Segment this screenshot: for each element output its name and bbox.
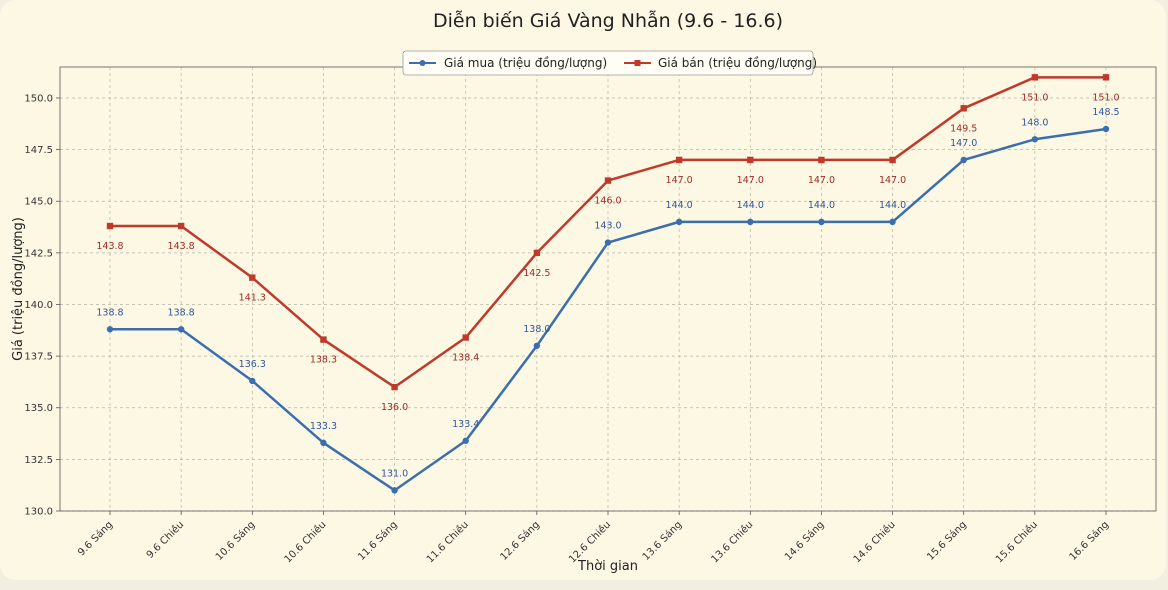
x-tick-label: 15.6 Sáng [925, 519, 969, 563]
grid [60, 67, 1156, 512]
data-point-buy [604, 239, 612, 246]
data-label-buy: 136.3 [239, 359, 266, 370]
y-tick-label: 142.5 [24, 248, 53, 259]
data-label-buy: 148.5 [1092, 107, 1119, 118]
data-point-buy [1031, 136, 1039, 143]
y-tick-label: 135.0 [24, 403, 53, 414]
data-label-sell: 147.0 [808, 175, 835, 186]
y-tick-label: 140.0 [24, 300, 53, 311]
data-point-sell [177, 222, 185, 230]
y-tick-label: 150.0 [24, 93, 53, 104]
data-point-sell [604, 177, 612, 184]
data-label-buy: 133.4 [452, 419, 479, 430]
data-label-buy: 138.8 [168, 307, 195, 318]
data-point-sell [889, 156, 896, 164]
data-point-sell [818, 156, 825, 164]
data-label-sell: 138.3 [310, 355, 337, 366]
legend-label-buy: Giá mua (triệu đồng/lượng) [444, 56, 607, 70]
legend-label-sell: Giá bán (triệu đồng/lượng) [658, 56, 817, 70]
x-tick-label: 14.6 Chiều [851, 519, 898, 566]
series-lines [106, 74, 1110, 494]
data-point-sell [106, 222, 114, 230]
data-point-buy [462, 437, 469, 444]
chart-title: Diễn biến Giá Vàng Nhẫn (9.6 - 16.6) [433, 9, 783, 32]
legend: Giá mua (triệu đồng/lượng) Giá bán (triệ… [402, 50, 817, 76]
x-tick-label: 13.6 Sáng [640, 519, 684, 563]
x-tick-label: 13.6 Chiều [709, 519, 756, 566]
data-label-buy: 131.0 [381, 468, 408, 479]
y-tick-label: 147.5 [24, 145, 53, 156]
data-point-buy [320, 439, 327, 447]
data-label-sell: 147.0 [737, 175, 764, 186]
data-point-buy [818, 218, 825, 226]
data-label-buy: 144.0 [879, 200, 906, 211]
x-tick-label: 11.6 Chiều [424, 519, 471, 566]
data-label-buy: 143.0 [594, 221, 621, 232]
data-label-buy: 144.0 [666, 200, 693, 211]
data-point-sell [462, 334, 469, 341]
data-point-sell [320, 336, 327, 343]
data-point-sell [1102, 74, 1110, 81]
data-point-buy [391, 487, 398, 494]
y-tick-label: 137.5 [24, 352, 53, 363]
data-point-buy [177, 326, 185, 333]
x-tick-label: 9.6 Sáng [75, 519, 115, 559]
x-tick-label: 14.6 Sáng [782, 519, 826, 563]
x-tick-label: 16.6 Sáng [1067, 519, 1111, 563]
data-point-buy [106, 326, 114, 333]
x-tick-label: 9.6 Chiều [144, 519, 186, 561]
data-label-buy: 144.0 [737, 200, 764, 211]
data-label-sell: 151.0 [1092, 92, 1119, 103]
data-point-sell [391, 383, 398, 391]
data-point-sell [1031, 74, 1039, 81]
data-label-sell: 136.0 [381, 402, 408, 413]
data-label-sell: 147.0 [879, 175, 906, 186]
y-tick-label: 130.0 [24, 507, 53, 518]
legend-marker-buy [419, 60, 426, 66]
data-label-sell: 146.0 [594, 196, 621, 207]
data-label-sell: 151.0 [1021, 92, 1048, 103]
data-label-buy: 144.0 [808, 200, 835, 211]
legend-box [402, 50, 814, 76]
x-tick-label: 10.6 Sáng [213, 519, 257, 563]
x-tick-label: 12.6 Sáng [498, 519, 542, 563]
data-point-sell [675, 156, 683, 164]
data-label-buy: 147.0 [950, 138, 977, 149]
data-point-buy [249, 377, 256, 385]
data-point-buy [747, 218, 754, 226]
data-point-buy [889, 218, 896, 226]
data-point-buy [960, 156, 967, 164]
legend-marker-sell [634, 60, 641, 66]
data-point-sell [249, 274, 256, 281]
data-label-sell: 149.5 [950, 123, 977, 134]
data-label-buy: 133.3 [310, 421, 337, 432]
data-point-buy [675, 218, 683, 226]
x-tick-label: 10.6 Chiều [282, 519, 329, 566]
x-axis-label: Thời gian [577, 559, 638, 574]
x-tick-label: 11.6 Sáng [355, 519, 399, 563]
y-tick-label: 132.5 [24, 455, 53, 466]
data-label-buy: 138.0 [523, 324, 550, 335]
y-axis-label: Giá (triệu đồng/lượng) [11, 217, 26, 361]
data-label-sell: 141.3 [239, 293, 266, 304]
data-point-sell [960, 105, 967, 112]
y-axis-ticks: 130.0 132.5 135.0 137.5 140.0 142.5 145.0 147.5… [24, 93, 60, 518]
data-label-buy: 148.0 [1021, 117, 1048, 128]
data-label-sell: 147.0 [666, 175, 693, 186]
y-tick-label: 145.0 [24, 197, 53, 208]
data-point-sell [533, 249, 541, 257]
data-label-buy: 138.8 [96, 307, 123, 318]
data-label-sell: 142.5 [523, 268, 550, 279]
data-point-buy [1102, 125, 1110, 133]
data-point-buy [533, 342, 541, 349]
data-label-sell: 143.8 [168, 241, 195, 252]
x-tick-label: 15.6 Chiều [993, 519, 1040, 566]
data-label-sell: 138.4 [452, 353, 479, 364]
data-label-sell: 143.8 [96, 241, 123, 252]
x-axis-ticks: 9.6 Sáng 9.6 Chiều 10.6 Sáng 10.6 Chiều 11.6… [75, 511, 1111, 565]
data-point-sell [747, 156, 754, 164]
data-labels: 138.8 138.8 136.3 133.3 131.0 133.4 138.0 143.0… [96, 92, 1119, 479]
